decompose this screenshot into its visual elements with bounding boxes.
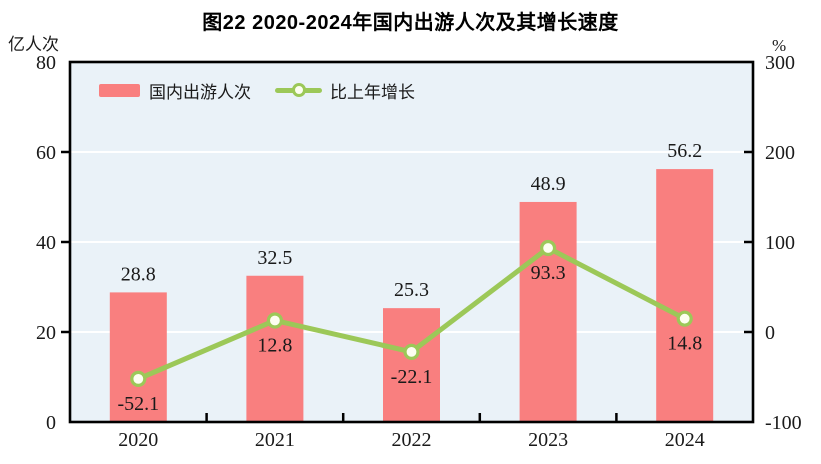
x-category-label: 2024 (665, 429, 705, 451)
line-marker-2023 (539, 239, 557, 257)
bar-2021 (246, 275, 304, 422)
legend-line-marker-icon (292, 83, 306, 97)
x-category-label: 2022 (392, 429, 432, 451)
right-axis-unit-label: % (772, 36, 787, 55)
x-category-label: 2021 (255, 429, 295, 451)
left-tick-label: 60 (36, 142, 56, 164)
line-value-label: 14.8 (667, 333, 702, 355)
bar-value-label: 48.9 (531, 173, 566, 195)
bar-value-label: 32.5 (257, 247, 292, 269)
legend-bar-swatch (99, 83, 140, 97)
left-tick-label: 80 (36, 52, 56, 74)
left-tick-label: 40 (36, 232, 56, 254)
line-value-label: 12.8 (257, 334, 292, 356)
chart-title: 图22 2020-2024年国内出游人次及其增长速度 (202, 12, 619, 34)
bar-2023 (519, 201, 577, 422)
right-tick-label: 100 (765, 232, 795, 254)
legend-line-label: 比上年增长 (330, 82, 415, 102)
right-tick-label: 0 (765, 322, 775, 344)
x-category-label: 2023 (528, 429, 568, 451)
line-marker-2024 (676, 310, 693, 327)
line-value-label: -22.1 (391, 366, 433, 388)
bar-value-label: 56.2 (667, 140, 702, 162)
line-marker-2020 (130, 370, 147, 387)
right-tick-label: 300 (765, 52, 795, 74)
chart-legend: 国内出游人次 比上年增长 (99, 79, 415, 102)
bar-value-label: 28.8 (121, 263, 156, 285)
bar-2024 (656, 169, 714, 422)
bar-value-label: 25.3 (394, 279, 429, 301)
right-tick-label: 200 (765, 142, 795, 164)
right-tick-label: -100 (765, 412, 802, 434)
bar-2020 (109, 292, 167, 422)
left-axis-unit-label: 亿人次 (8, 35, 59, 54)
left-tick-label: 20 (36, 322, 56, 344)
line-value-label: -52.1 (117, 393, 159, 415)
legend-line-swatch (275, 83, 322, 97)
line-marker-2022 (403, 343, 420, 360)
line-marker-2021 (266, 312, 283, 329)
legend-bar-label: 国内出游人次 (149, 82, 251, 102)
bar-2022 (383, 308, 440, 422)
line-value-label: 93.3 (531, 262, 566, 284)
left-tick-label: 0 (46, 412, 56, 434)
plot-border (68, 60, 755, 424)
x-category-label: 2020 (118, 429, 158, 451)
